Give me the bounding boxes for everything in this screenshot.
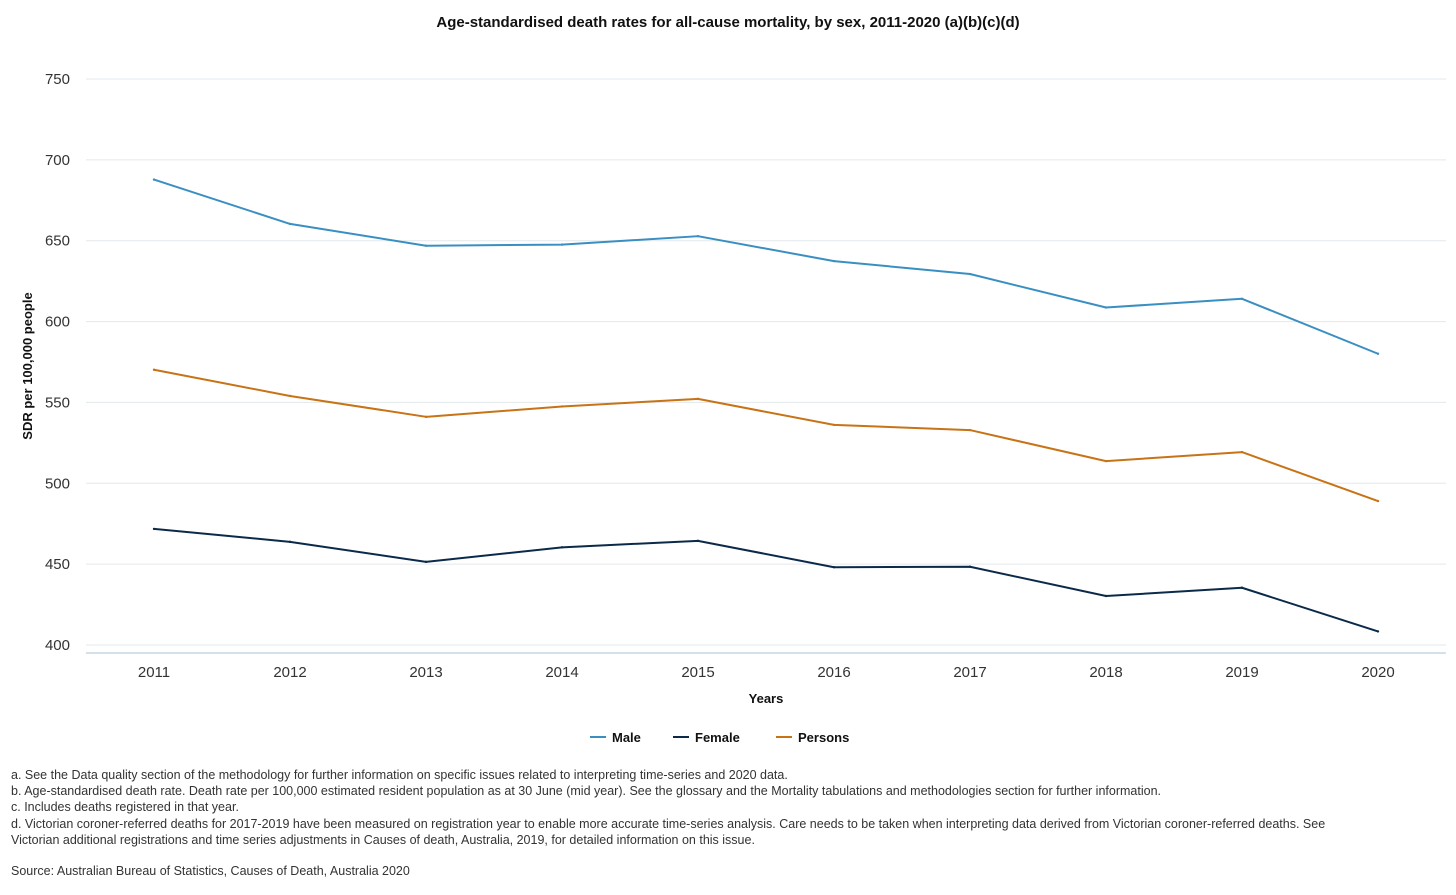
data-point-male <box>152 178 156 181</box>
y-tick-label: 600 <box>45 314 70 331</box>
footnote-a: a. See the Data quality section of the m… <box>11 768 788 782</box>
y-axis-label: SDR per 100,000 people <box>20 292 35 439</box>
data-point-female <box>424 560 428 564</box>
data-point-persons <box>1376 499 1380 503</box>
x-tick-label: 2012 <box>273 664 306 681</box>
legend-label: Female <box>695 730 740 745</box>
line-chart: Age-standardised death rates for all-cau… <box>20 14 1446 745</box>
legend-item-male[interactable]: Male <box>590 730 641 745</box>
gridlines <box>86 78 1446 646</box>
data-point-female <box>696 539 700 543</box>
data-point-male <box>1376 352 1380 355</box>
y-tick-label: 500 <box>45 475 70 492</box>
y-tick-label: 400 <box>45 637 70 654</box>
data-point-persons <box>288 394 292 398</box>
footnote-c: c. Includes deaths registered in that ye… <box>11 800 239 815</box>
y-tick-label: 550 <box>45 394 70 411</box>
data-point-persons <box>560 405 564 408</box>
x-tick-label: 2017 <box>953 664 986 681</box>
series-lines <box>152 178 1380 633</box>
series-line-male <box>153 178 1379 355</box>
data-point-female <box>1240 586 1244 589</box>
x-axis-label: Years <box>749 691 784 706</box>
legend-item-persons[interactable]: Persons <box>776 730 849 745</box>
data-point-male <box>832 259 836 263</box>
footnote-d: d. Victorian coroner-referred deaths for… <box>11 816 1326 831</box>
data-point-male <box>968 272 972 276</box>
source-note: Source: Australian Bureau of Statistics,… <box>11 864 410 878</box>
x-tick-label: 2011 <box>138 664 170 681</box>
data-point-female <box>288 540 292 544</box>
legend-label: Male <box>612 730 641 745</box>
x-tick-label: 2020 <box>1361 664 1394 681</box>
x-tick-label: 2016 <box>817 664 850 681</box>
data-point-female <box>152 527 156 531</box>
series-line-female <box>153 527 1379 633</box>
data-point-male <box>424 244 428 247</box>
footnote-b: b. Age-standardised death rate. Death ra… <box>11 784 1161 799</box>
legend-item-female[interactable]: Female <box>673 730 740 745</box>
footnotes: a. See the Data quality section of the m… <box>11 767 1451 848</box>
data-point-male <box>1240 297 1244 300</box>
data-point-female <box>832 566 836 569</box>
y-tick-label: 450 <box>45 556 70 573</box>
data-point-persons <box>424 415 428 419</box>
data-point-persons <box>1104 459 1108 463</box>
data-point-persons <box>832 423 836 427</box>
y-tick-label: 700 <box>45 152 70 169</box>
data-point-female <box>1104 594 1108 598</box>
legend-label: Persons <box>798 730 849 745</box>
legend: Male Female Persons <box>590 730 849 745</box>
data-point-persons <box>1240 450 1244 454</box>
x-tick-label: 2013 <box>409 664 442 681</box>
x-tick-label: 2015 <box>681 664 714 681</box>
series-line-persons <box>153 368 1379 503</box>
data-point-female <box>968 565 972 568</box>
data-point-persons <box>968 428 972 432</box>
y-tick-label: 650 <box>45 233 70 250</box>
y-axis-ticks: 400 450 500 550 600 650 700 750 <box>45 71 70 654</box>
x-axis-ticks: 2011 2012 2013 2014 2015 2016 2017 2018 2019 2020 <box>138 664 1395 681</box>
data-point-female <box>1376 630 1380 633</box>
data-point-persons <box>152 368 156 371</box>
data-point-persons <box>696 397 700 401</box>
chart-title: Age-standardised death rates for all-cau… <box>436 14 1019 31</box>
footnote-d-continued: Victorian additional registrations and t… <box>11 832 755 847</box>
data-point-male <box>288 222 292 226</box>
data-point-male <box>696 234 700 238</box>
data-point-male <box>1104 306 1108 309</box>
y-tick-label: 750 <box>45 71 70 88</box>
x-tick-label: 2014 <box>545 664 578 681</box>
x-tick-label: 2018 <box>1089 664 1122 681</box>
x-tick-label: 2019 <box>1225 664 1258 681</box>
data-point-female <box>560 546 564 549</box>
data-point-male <box>560 243 564 246</box>
